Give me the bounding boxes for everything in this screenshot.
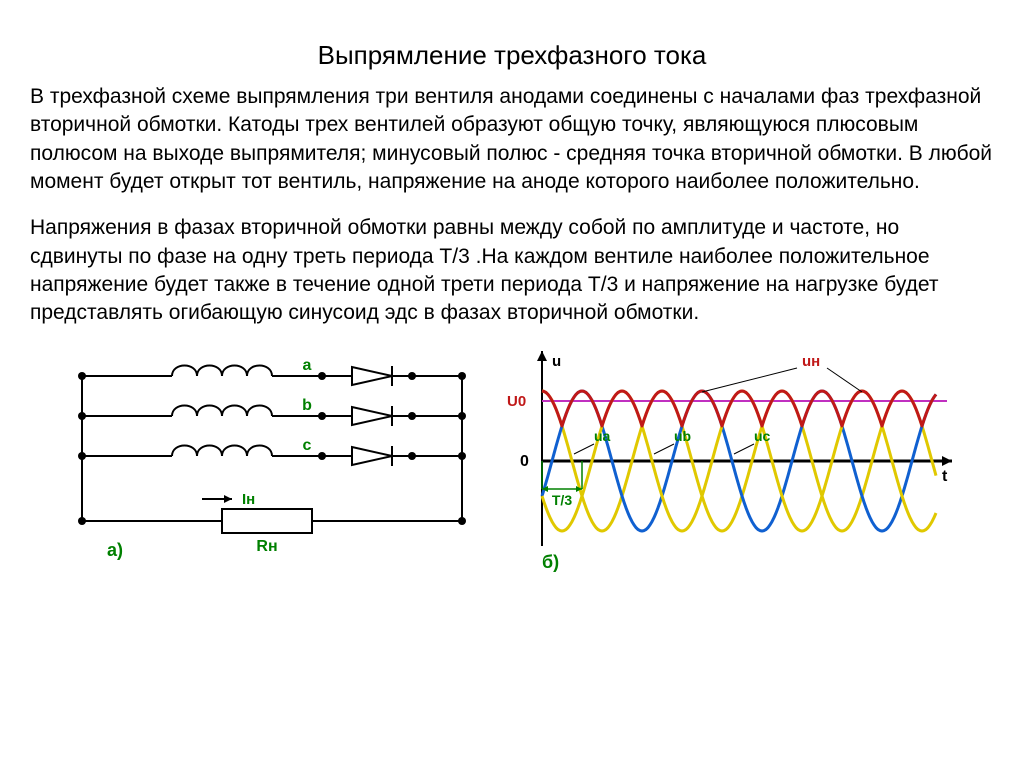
svg-text:b: b xyxy=(302,397,312,414)
circuit-diagram: a b c Iн Rн а) xyxy=(52,346,482,576)
svg-text:а): а) xyxy=(107,540,123,560)
svg-text:uс: uс xyxy=(754,428,771,444)
paragraph-2: Напряжения в фазах вторичной обмотки рав… xyxy=(30,214,994,327)
paragraph-1: В трехфазной схеме выпрямления три венти… xyxy=(30,83,994,196)
figures-row: a b c Iн Rн а) u t U0 0 uн uа ub uс T/3 б) xyxy=(30,346,994,576)
svg-text:T/3: T/3 xyxy=(552,492,572,508)
circuit-figure: a b c Iн Rн а) xyxy=(52,346,482,576)
svg-text:a: a xyxy=(303,357,312,374)
svg-text:uн: uн xyxy=(802,353,820,370)
svg-text:u: u xyxy=(552,353,561,370)
svg-text:0: 0 xyxy=(520,453,529,470)
svg-text:б): б) xyxy=(542,552,559,572)
svg-text:Iн: Iн xyxy=(242,491,255,508)
svg-text:uа: uа xyxy=(594,428,611,444)
waveform-diagram: u t U0 0 uн uа ub uс T/3 б) xyxy=(502,346,972,576)
waveform-figure: u t U0 0 uн uа ub uс T/3 б) xyxy=(502,346,972,576)
page-title: Выпрямление трехфазного тока xyxy=(30,40,994,71)
svg-text:c: c xyxy=(303,437,312,454)
svg-text:t: t xyxy=(942,468,948,485)
svg-text:U0: U0 xyxy=(507,393,526,410)
svg-text:ub: ub xyxy=(674,428,691,444)
svg-text:Rн: Rн xyxy=(256,538,277,555)
